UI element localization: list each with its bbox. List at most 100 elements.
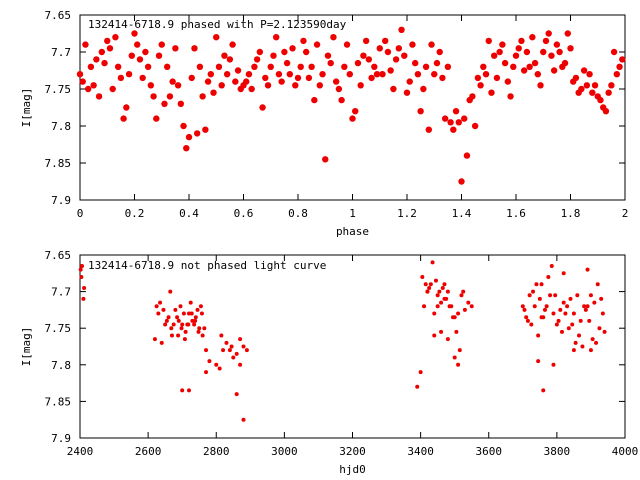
data-point <box>462 307 467 312</box>
data-point <box>390 85 397 93</box>
x-tick-label: 2 <box>622 207 629 220</box>
data-point <box>520 67 528 74</box>
data-point <box>183 329 188 334</box>
data-point <box>433 278 438 283</box>
data-point <box>215 63 223 70</box>
data-point <box>540 48 547 56</box>
y-tick-label: 7.75 <box>45 83 72 96</box>
data-point <box>409 41 416 48</box>
data-point <box>221 348 226 353</box>
data-point <box>527 293 532 298</box>
data-point <box>507 93 514 100</box>
data-point <box>210 89 217 96</box>
data-point <box>599 296 604 301</box>
data-point <box>177 100 185 108</box>
data-point <box>120 115 127 122</box>
data-point <box>554 322 559 327</box>
data-point <box>360 52 367 59</box>
data-point <box>241 344 246 349</box>
data-point <box>234 67 242 74</box>
x-tick-label: 3400 <box>407 445 434 458</box>
data-point <box>415 384 420 389</box>
data-point <box>243 78 250 85</box>
data-point <box>588 293 593 298</box>
data-point <box>510 63 517 70</box>
data-point <box>534 71 541 78</box>
data-point <box>461 289 466 294</box>
data-point <box>561 271 566 276</box>
data-point <box>442 296 447 301</box>
data-point <box>286 71 294 78</box>
data-point <box>499 41 506 48</box>
data-point <box>79 274 84 279</box>
data-point <box>171 322 176 327</box>
data-point <box>224 340 229 345</box>
data-point <box>432 311 437 316</box>
data-point <box>241 417 246 422</box>
data-point <box>439 74 446 82</box>
data-point <box>193 315 198 320</box>
data-point <box>256 48 264 56</box>
data-point <box>571 348 576 353</box>
data-point <box>324 52 332 59</box>
data-point <box>181 311 186 316</box>
data-point <box>428 41 435 48</box>
data-point <box>512 52 520 59</box>
data-point <box>395 45 403 52</box>
data-point <box>583 307 588 312</box>
data-point <box>595 282 600 287</box>
data-point <box>594 340 599 345</box>
data-point <box>398 26 405 33</box>
data-point <box>259 104 266 111</box>
data-point <box>452 355 457 360</box>
x-tick-label: 0.8 <box>288 207 308 220</box>
data-point <box>300 37 307 45</box>
data-point <box>541 388 546 393</box>
data-point <box>437 289 442 294</box>
data-point <box>191 45 198 52</box>
data-point <box>169 333 174 338</box>
data-point <box>523 48 531 56</box>
data-point <box>227 348 232 353</box>
data-point <box>101 59 108 67</box>
data-point <box>564 30 571 37</box>
data-point <box>155 52 163 59</box>
data-point <box>520 304 525 309</box>
data-point <box>87 63 95 70</box>
data-point <box>81 296 86 301</box>
data-point <box>368 74 375 82</box>
x-tick-label: 3200 <box>339 445 366 458</box>
data-point <box>561 300 566 305</box>
data-point <box>139 74 146 82</box>
data-point <box>150 93 157 100</box>
data-point <box>553 293 558 298</box>
data-point <box>573 340 578 345</box>
data-point <box>480 63 487 70</box>
data-point <box>542 37 550 45</box>
data-point <box>204 348 209 353</box>
data-point <box>332 78 340 85</box>
data-point <box>447 304 452 309</box>
data-point <box>128 52 135 59</box>
data-point <box>491 52 498 59</box>
data-point <box>436 48 443 56</box>
data-point <box>445 337 450 342</box>
data-point <box>219 333 224 338</box>
data-point <box>204 78 212 85</box>
data-point <box>158 41 165 48</box>
data-point <box>253 56 261 63</box>
data-point <box>180 322 185 327</box>
data-point <box>536 359 541 364</box>
data-point <box>267 63 274 70</box>
data-point <box>435 304 440 309</box>
chart-title: 132414-6718.9 phased with P=2.123590day <box>88 18 347 31</box>
data-point <box>161 100 168 108</box>
data-point <box>444 63 452 70</box>
data-point <box>153 115 160 122</box>
data-point <box>580 344 585 349</box>
data-point <box>341 63 348 70</box>
data-point <box>311 96 318 104</box>
y-tick-label: 7.75 <box>45 322 72 335</box>
data-point <box>231 355 236 360</box>
data-point <box>161 307 166 312</box>
